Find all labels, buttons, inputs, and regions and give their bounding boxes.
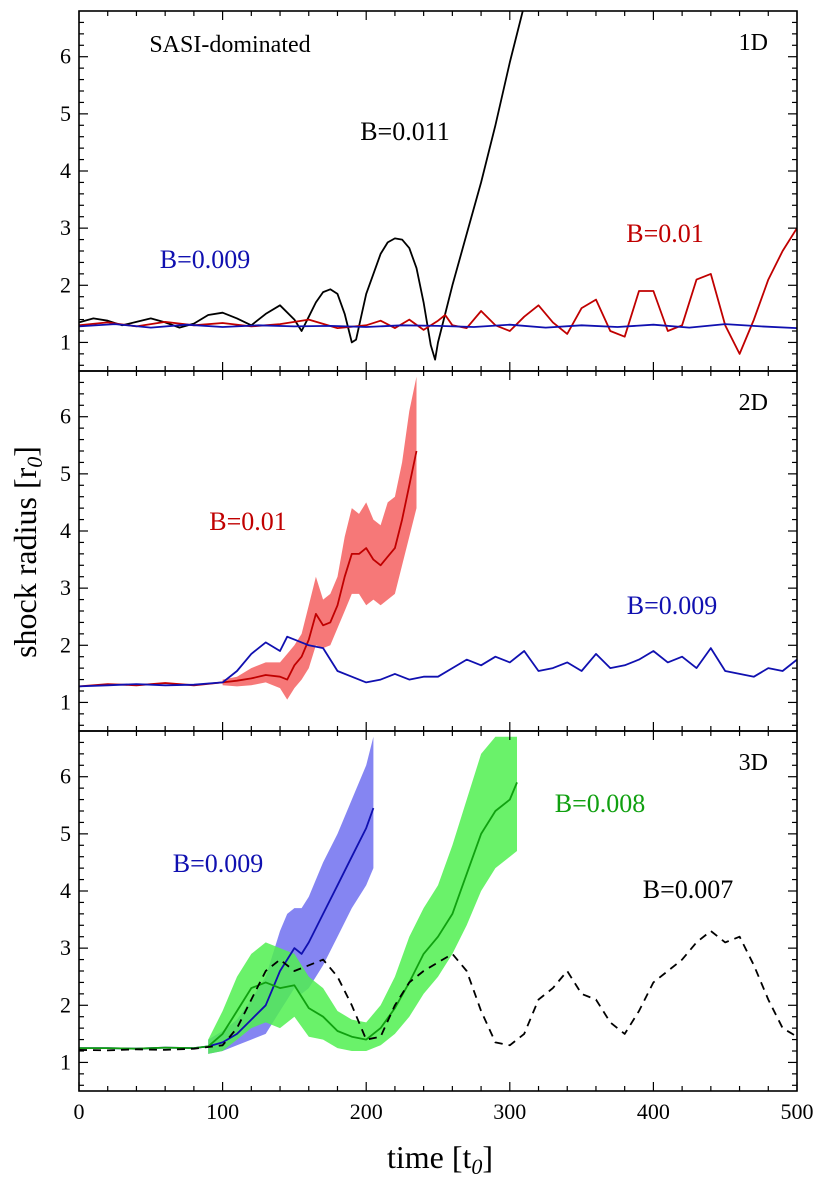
series-label-1D-B=0.009: B=0.009 (160, 245, 251, 274)
panel-2D: 1 2 3 4 5 6 2D B=0.01 B=0.009 (60, 370, 798, 732)
x-axis-title: time [t0] (387, 1139, 493, 1179)
band-2D-B=0.01 (222, 376, 417, 700)
panel-label-1D: 1D (739, 30, 768, 56)
panel-1D: 1 2 3 4 5 6 1D SASI-dominated B=0.011 B=0.01 B=0.0… (60, 10, 798, 372)
panel-annotation-1D: SASI-dominated (149, 32, 310, 58)
series-label-3D-B=0.009: B=0.009 (173, 849, 264, 878)
series-line-3D-B=0.008 (79, 782, 518, 1050)
series-line-1D-B=0.01 (79, 227, 797, 355)
series-label-1D-B=0.011: B=0.011 (360, 117, 450, 146)
y-tick-label-3D-1: 1 (60, 1049, 71, 1074)
y-tick-label-2D-4: 4 (60, 518, 71, 543)
y-tick-label-2D-2: 2 (60, 632, 71, 657)
x-tick-label-500: 500 (781, 1099, 814, 1124)
y-tick-label-3D-4: 4 (60, 878, 71, 903)
series-line-1D-B=0.009 (79, 323, 797, 329)
y-tick-label-2D-3: 3 (60, 575, 71, 600)
panel-1D-plot-area (79, 11, 797, 361)
y-tick-label-3D-5: 5 (60, 821, 71, 846)
x-tick-label-200: 200 (350, 1099, 383, 1124)
y-tick-label-1D-5: 5 (60, 101, 71, 126)
x-tick-label-0: 0 (74, 1099, 85, 1124)
y-tick-label-2D-1: 1 (60, 689, 71, 714)
y-tick-label-1D-2: 2 (60, 272, 71, 297)
panel-2D-plot-area (79, 376, 797, 700)
series-label-2D-B=0.01: B=0.01 (209, 507, 287, 536)
y-tick-label-3D-2: 2 (60, 992, 71, 1017)
series-label-2D-B=0.009: B=0.009 (627, 591, 718, 620)
series-label-3D-B=0.008: B=0.008 (555, 789, 646, 818)
x-tick-label-100: 100 (206, 1099, 239, 1124)
y-tick-label-1D-1: 1 (60, 329, 71, 354)
series-line-1D-B=0.011 (79, 11, 524, 361)
panel-label-2D: 2D (739, 390, 768, 416)
x-tick-label-400: 400 (637, 1099, 670, 1124)
series-label-3D-B=0.007: B=0.007 (643, 875, 734, 904)
series-label-1D-B=0.01: B=0.01 (626, 219, 704, 248)
y-tick-label-1D-3: 3 (60, 215, 71, 240)
y-tick-label-1D-6: 6 (60, 44, 71, 69)
y-tick-label-1D-4: 4 (60, 158, 71, 183)
y-tick-label-3D-3: 3 (60, 935, 71, 960)
y-axis-title: shock radius [r0] (7, 446, 47, 658)
panel-3D-plot-area (79, 736, 797, 1054)
x-tick-label-300: 300 (493, 1099, 526, 1124)
y-tick-label-3D-6: 6 (60, 764, 71, 789)
band-3D-B=0.008 (208, 736, 517, 1054)
y-tick-label-2D-5: 5 (60, 461, 71, 486)
panel-1D-frame (78, 10, 798, 372)
panel-3D-frame (78, 730, 798, 1092)
series-line-2D-B=0.009 (79, 635, 797, 688)
panel-3D: 1 2 3 4 5 6 3D B=0.009 B=0.008 B=0.007 (60, 730, 798, 1092)
panel-label-3D: 3D (739, 750, 768, 776)
y-tick-label-2D-6: 6 (60, 404, 71, 429)
series-line-3D-B=0.007 (79, 930, 797, 1052)
